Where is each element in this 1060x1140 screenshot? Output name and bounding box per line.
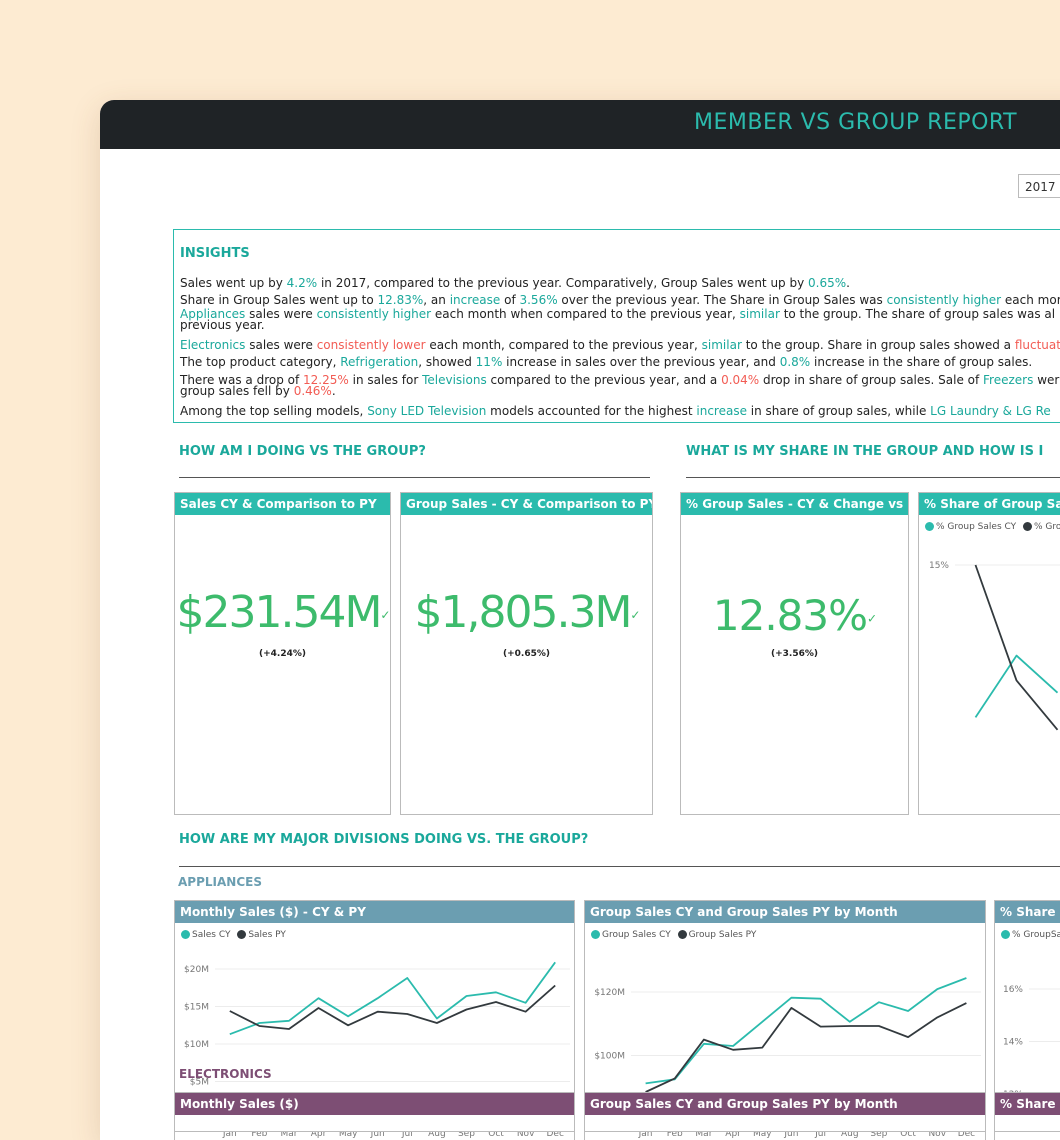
insight-line: Sales went up by 4.2% in 2017, compared … [180,276,850,290]
report-title: MEMBER VS GROUP REPORT [694,110,1018,135]
legend-dot [925,522,934,531]
insight-line: Share in Group Sales went up to 12.83%, … [180,293,1060,307]
legend-dot [237,930,247,939]
kpi-card-header: % Group Sales - CY & Change vs PY [681,493,908,515]
insights-panel: INSIGHTS Sales went up by 4.2% in 2017, … [173,229,1060,423]
y-tick-label: 14% [1003,1038,1023,1048]
kpi-change: (+3.56%) [771,649,818,659]
series-line [645,1002,967,1093]
kpi-card-header: Sales CY & Comparison to PY [175,493,390,515]
series-line [974,654,1059,718]
insight-line: Electronics sales were consistently lowe… [180,338,1060,352]
section-heading-share: WHAT IS MY SHARE IN THE GROUP AND HOW IS… [686,444,1044,459]
legend-dot [591,930,600,939]
check-icon: ✓ [867,611,877,626]
y-tick-label: $100M [594,1052,625,1062]
electronics-sales-card: Monthly Sales ($) [174,1092,575,1132]
chart-legend: % Group Sales CY % Gro [925,522,1060,532]
kpi-card-sales: Sales CY & Comparison to PY $231.54M✓ (+… [174,492,391,815]
section-heading-divisions: HOW ARE MY MAJOR DIVISIONS DOING VS. THE… [179,832,589,847]
chart-card-header: % Share o [995,901,1060,923]
insight-line: There was a drop of 12.25% in sales for … [180,373,1060,387]
section-heading-doing: HOW AM I DOING VS THE GROUP? [179,444,426,459]
legend-dot [1023,522,1032,531]
chart-legend: Sales CY Sales PY [181,930,286,940]
share-chart-card: % Share of Group Sale % Group Sales CY %… [918,492,1060,815]
electronics-group-card: Group Sales CY and Group Sales PY by Mon… [584,1092,986,1132]
kpi-value: $1,805.3M✓ [414,587,641,638]
chart-card-header: Monthly Sales ($) - CY & PY [175,901,574,923]
kpi-value: 12.83%✓ [712,591,877,640]
chart-card-header: % Share of Group Sale [919,493,1060,515]
insight-line: Among the top selling models, Sony LED T… [180,404,1051,418]
division-label-appliances: APPLIANCES [178,875,262,889]
electronics-share-card: % Share o [994,1092,1060,1132]
division-label-electronics: ELECTRONICS [179,1067,272,1081]
divider [686,477,1060,478]
kpi-value: $231.54M✓ [176,587,391,638]
year-dropdown[interactable]: 2017 [1018,174,1060,198]
y-tick-label: $120M [594,988,625,998]
chart-legend: Group Sales CY Group Sales PY [591,930,756,940]
insight-line: Appliances sales were consistently highe… [180,307,1056,321]
chart-card-header: Monthly Sales ($) [175,1093,574,1115]
divider [179,477,650,478]
chart-card-header: Group Sales CY and Group Sales PY by Mon… [585,1093,985,1115]
legend-dot [181,930,190,939]
series-line [229,961,556,1036]
y-tick-label: $15M [184,1003,209,1013]
insights-heading: INSIGHTS [180,246,250,261]
kpi-card-share: % Group Sales - CY & Change vs PY 12.83%… [680,492,909,815]
legend-dot [677,930,687,939]
chart-card-header: Group Sales CY and Group Sales PY by Mon… [585,901,985,923]
series-line [229,984,556,1030]
check-icon: ✓ [380,608,390,622]
legend-dot [1001,930,1010,939]
kpi-card-header: Group Sales - CY & Comparison to PY [401,493,652,515]
insights-lines: Sales went up by 4.2% in 2017, compared … [180,275,1060,420]
kpi-card-group-sales: Group Sales - CY & Comparison to PY $1,8… [400,492,653,815]
title-bar: MEMBER VS GROUP REPORT [100,100,1060,149]
y-tick-label: $10M [184,1040,209,1050]
y-tick-label: $5M [190,1078,209,1088]
divider [179,866,1060,867]
series-line [974,564,1059,731]
chart-legend: % GroupSa [1001,930,1060,940]
insight-line: previous year. [180,318,265,332]
chart-card-header: % Share o [995,1093,1060,1115]
series-line [645,977,967,1085]
insight-line: The top product category, Refrigeration,… [180,355,1033,369]
kpi-change: (+0.65%) [503,649,550,659]
y-tick-label: 15% [929,561,949,571]
kpi-change: (+4.24%) [259,649,306,659]
report-window: MEMBER VS GROUP REPORT 2017 INSIGHTS Sal… [100,100,1060,1140]
check-icon: ✓ [630,608,640,622]
y-tick-label: 16% [1003,985,1023,995]
y-tick-label: $20M [184,965,209,975]
insight-line: group sales fell by 0.46%. [180,384,336,398]
